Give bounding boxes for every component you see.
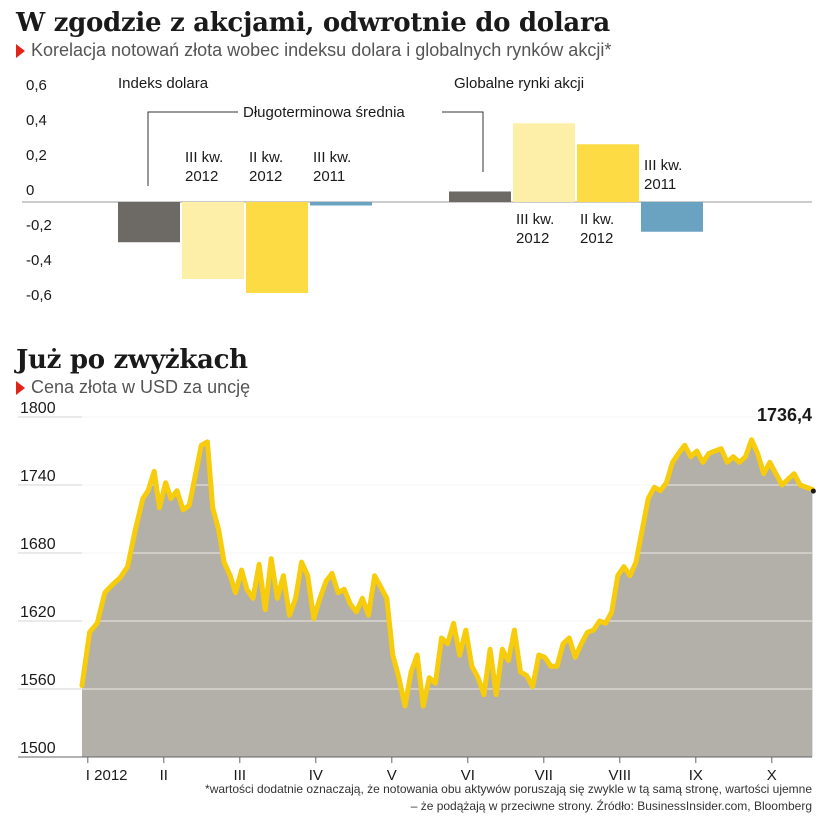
y-tick-label: -0,4 — [26, 252, 52, 269]
annotation-leader-right — [442, 111, 484, 172]
x-tick-label: VI — [461, 767, 475, 784]
x-tick-label: X — [767, 767, 777, 784]
bar-label-line1: III kw. — [185, 149, 223, 166]
bar — [182, 202, 244, 279]
last-value-dot — [810, 488, 816, 494]
bar — [641, 202, 703, 232]
bar-label-line1: III kw. — [313, 149, 351, 166]
x-tick-label: I 2012 — [86, 767, 128, 784]
y-tick-label: 0,2 — [26, 147, 47, 164]
bar-label-line1: II kw. — [580, 211, 614, 228]
y-tick-label: 1680 — [20, 536, 56, 553]
chart1-title: W zgodzie z akcjami, odwrotnie do dolara — [16, 8, 610, 38]
footnote-line-2: – że podążają w przeciwne strony. Źródło… — [410, 799, 812, 813]
bar-label-line2: 2012 — [249, 168, 282, 185]
price-area — [82, 439, 813, 757]
chart2-subtitle: Cena złota w USD za uncję — [16, 377, 250, 398]
bar — [310, 202, 372, 206]
bar-label-line2: 2012 — [185, 168, 218, 185]
bar-label-line2: 2011 — [644, 176, 676, 193]
chart1-subtitle-text: Korelacja notowań złota wobec indeksu do… — [31, 40, 612, 60]
y-tick-label: -0,6 — [26, 287, 52, 304]
footnote: *wartości dodatnie oznaczają, że notowan… — [172, 781, 812, 815]
chart2-title: Już po zwyżkach — [16, 345, 248, 375]
y-tick-label: 1740 — [20, 468, 56, 485]
bar-label-line1: III kw. — [516, 211, 554, 228]
y-tick-label: 1800 — [20, 400, 56, 417]
x-tick-label: V — [387, 767, 397, 784]
y-tick-label: -0,2 — [26, 217, 52, 234]
x-tick-label: VIII — [609, 767, 632, 784]
x-tick-label: IV — [309, 767, 323, 784]
bar — [577, 144, 639, 202]
chart2-subtitle-text: Cena złota w USD za uncję — [31, 377, 251, 397]
red-triangle-icon — [16, 380, 25, 395]
x-tick-label: III — [234, 767, 247, 784]
annotation-leader-left — [147, 111, 238, 186]
y-tick-label: 0,4 — [26, 112, 47, 129]
bar-label-line2: 2011 — [313, 168, 345, 185]
x-tick-label: VII — [535, 767, 553, 784]
last-value-label: 1736,4 — [757, 405, 812, 425]
bar — [246, 202, 308, 293]
chart1-subtitle: Korelacja notowań złota wobec indeksu do… — [16, 40, 611, 61]
price-line — [79, 437, 815, 709]
y-tick-label: 1500 — [20, 740, 56, 757]
bar-label-line1: III kw. — [644, 157, 682, 174]
group-label: Indeks dolara — [118, 75, 209, 92]
correlation-bar-chart: 0,6 0,4 0,2 0 -0,2 -0,4 -0,6 Indeks dolara III k… — [22, 75, 812, 304]
bar-label-line2: 2012 — [516, 230, 549, 247]
bar-label-line2: 2012 — [580, 230, 613, 247]
x-tick-label: II — [160, 767, 168, 784]
y-tick-label: 0 — [26, 182, 34, 199]
bar — [449, 191, 511, 202]
red-triangle-icon — [16, 43, 25, 58]
y-tick-label: 1620 — [20, 604, 56, 621]
bar-label-line1: II kw. — [249, 149, 283, 166]
y-tick-label: 1560 — [20, 672, 56, 689]
x-tick-label: IX — [689, 767, 703, 784]
group-label: Globalne rynki akcji — [454, 75, 584, 92]
y-tick-label: 0,6 — [26, 77, 47, 94]
footnote-line-1: *wartości dodatnie oznaczają, że notowan… — [205, 782, 812, 796]
bar — [513, 123, 575, 202]
annotation-label: Długoterminowa średnia — [243, 104, 405, 121]
bar — [118, 202, 180, 243]
